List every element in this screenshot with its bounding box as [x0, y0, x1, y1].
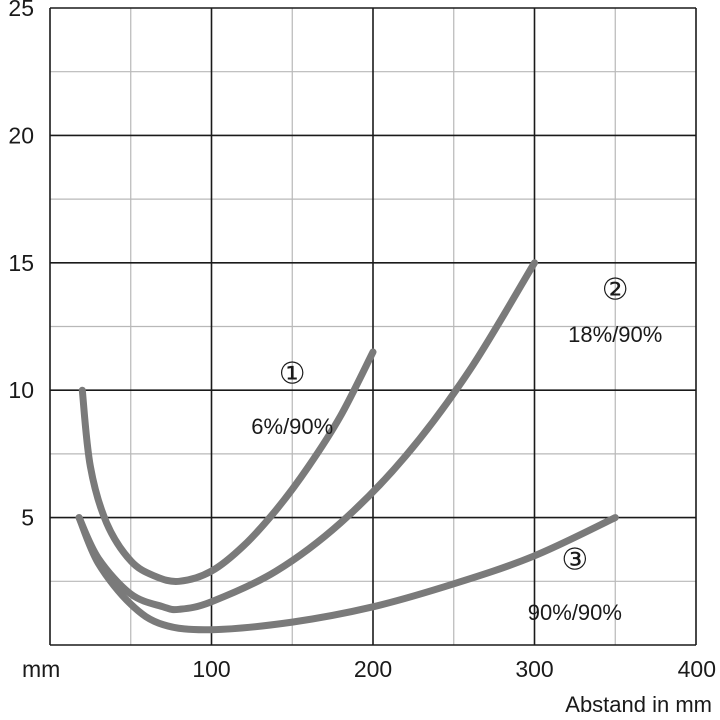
x-unit-label: mm	[22, 656, 60, 682]
series-marker-3: ③	[561, 542, 588, 577]
series-line-3	[75, 514, 619, 634]
x-tick-label: 400	[678, 656, 716, 682]
data-curves	[75, 259, 619, 634]
series-label-2: 18%/90%	[568, 322, 662, 347]
series-label-1: 6%/90%	[251, 414, 333, 439]
series-line-1	[78, 348, 377, 585]
series-marker-2: ②	[602, 272, 629, 307]
grid-major-lines	[49, 7, 697, 646]
y-tick-label: 5	[21, 505, 34, 531]
y-tick-label: 25	[8, 0, 34, 21]
x-axis-tick-labels: 100 200 300 400	[192, 656, 716, 682]
series-annotations: ① 6%/90% ② 18%/90% ③ 90%/90%	[251, 272, 662, 625]
series-label-3: 90%/90%	[528, 600, 622, 625]
y-tick-label: 20	[8, 122, 34, 148]
x-axis-label: Abstand in mm	[565, 692, 712, 717]
series-marker-1: ①	[279, 356, 306, 391]
x-tick-label: 100	[192, 656, 230, 682]
y-axis-tick-labels: 5 10 15 20 25	[8, 0, 34, 531]
x-tick-label: 300	[515, 656, 553, 682]
y-tick-label: 15	[8, 250, 34, 276]
x-tick-label: 200	[354, 656, 392, 682]
series-line-2	[75, 259, 538, 614]
y-tick-label: 10	[8, 377, 34, 403]
